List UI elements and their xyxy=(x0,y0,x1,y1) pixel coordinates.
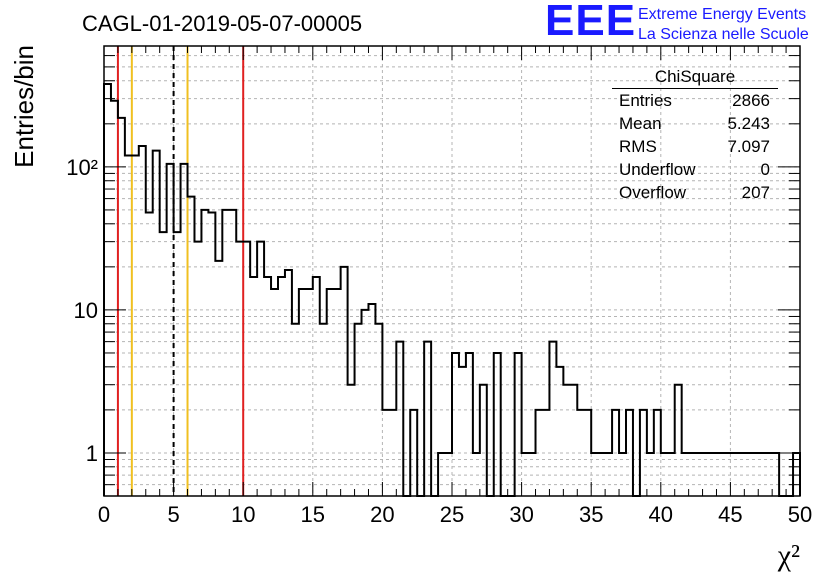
stats-label: Overflow xyxy=(619,183,687,202)
x-tick-label: 0 xyxy=(98,502,110,527)
x-tick-label: 10 xyxy=(231,502,255,527)
stats-value: 207 xyxy=(741,183,770,202)
stats-box: ChiSquare Entries 2866 Mean 5.243 RMS 7.097… xyxy=(612,66,778,204)
stats-label: Entries xyxy=(619,91,672,110)
stats-value: 5.243 xyxy=(727,114,770,133)
stats-label: Underflow xyxy=(619,160,696,179)
brand-line-2: La Scienza nelle Scuole xyxy=(638,26,809,43)
x-axis-label: χ² xyxy=(777,539,800,572)
reference-lines xyxy=(116,46,245,496)
x-tick-label: 25 xyxy=(440,502,464,527)
x-tick-label: 20 xyxy=(370,502,394,527)
stats-row-rms: RMS 7.097 xyxy=(612,135,778,158)
y-tick-labels: 1 10 10² xyxy=(66,155,98,466)
stats-row-mean: Mean 5.243 xyxy=(612,112,778,135)
x-tick-label: 30 xyxy=(509,502,533,527)
eee-logo-block: EEE Extreme Energy Events La Scienza nel… xyxy=(545,0,835,46)
chart-title: CAGL-01-2019-05-07-00005 xyxy=(82,11,363,36)
stats-label: RMS xyxy=(619,137,657,156)
stats-row-entries: Entries 2866 xyxy=(612,89,778,112)
eee-logo: EEE xyxy=(545,0,637,45)
y-tick-label: 10² xyxy=(66,155,98,180)
x-tick-label: 45 xyxy=(718,502,742,527)
stats-row-overflow: Overflow 207 xyxy=(612,181,778,204)
x-tick-label: 40 xyxy=(649,502,673,527)
y-tick-label: 10 xyxy=(74,298,98,323)
x-tick-label: 50 xyxy=(788,502,812,527)
stats-row-underflow: Underflow 0 xyxy=(612,158,778,181)
stats-title: ChiSquare xyxy=(612,66,778,89)
brand-line-1: Extreme Energy Events xyxy=(638,6,807,23)
x-tick-label: 15 xyxy=(301,502,325,527)
stats-value: 2866 xyxy=(732,91,770,110)
y-tick-label: 1 xyxy=(86,441,98,466)
axis-ticks xyxy=(103,46,801,496)
x-tick-labels: 0 5 10 15 20 25 30 35 40 45 50 xyxy=(98,502,812,527)
stats-value: 7.097 xyxy=(727,137,770,156)
y-axis-label: Entries/bin xyxy=(9,45,39,168)
stats-label: Mean xyxy=(619,114,662,133)
x-tick-label: 5 xyxy=(167,502,179,527)
stats-value: 0 xyxy=(760,160,770,179)
x-tick-label: 35 xyxy=(579,502,603,527)
